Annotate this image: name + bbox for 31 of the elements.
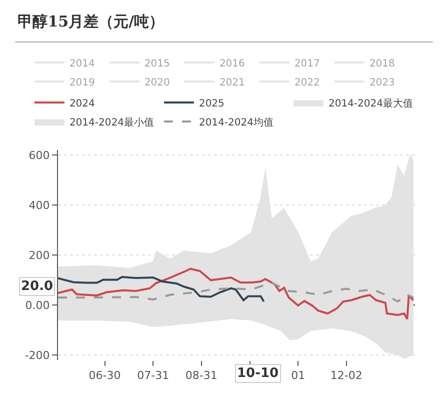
legend-label: 2014-2024最小值	[69, 116, 154, 128]
legend-label: 2022	[294, 77, 320, 88]
y-tick-label: 0.00	[25, 298, 50, 312]
legend-label: 2016	[219, 58, 245, 70]
legend-label: 2024	[69, 98, 95, 110]
x-tick-label: 07-31	[137, 369, 170, 382]
line-series	[58, 276, 265, 302]
y-tick-label: -200	[24, 348, 50, 362]
y-tick-label: 600	[28, 148, 50, 162]
legend-label: 2025	[198, 98, 224, 110]
legend-label: 2023	[369, 77, 395, 88]
legend-label: 2015	[144, 58, 170, 70]
legend-label: 2021	[219, 77, 245, 88]
x-tick-label: 12-02	[330, 369, 362, 382]
legend-label: 2014-2024最大值	[328, 97, 413, 110]
legend-label: 2014-2024均值	[198, 116, 274, 128]
x-tick-label: 08-31	[185, 369, 218, 382]
text: 10-10	[237, 366, 279, 381]
legend-label: 2017	[294, 58, 320, 70]
chart-title: 甲醇15月差（元/吨）	[18, 12, 164, 30]
line-series	[58, 268, 414, 320]
text: 20.0	[21, 279, 54, 294]
x-tick-label: 01	[291, 369, 306, 382]
legend-label: 2018	[369, 58, 395, 70]
y-tick-label: 200	[28, 248, 50, 262]
y-tick-label: 400	[28, 198, 50, 212]
x-tick-label: 06-30	[88, 369, 121, 382]
line-series	[58, 282, 414, 302]
legend-label: 2019	[69, 77, 95, 88]
legend-label: 2020	[144, 77, 170, 88]
legend-label: 2014	[69, 58, 95, 70]
